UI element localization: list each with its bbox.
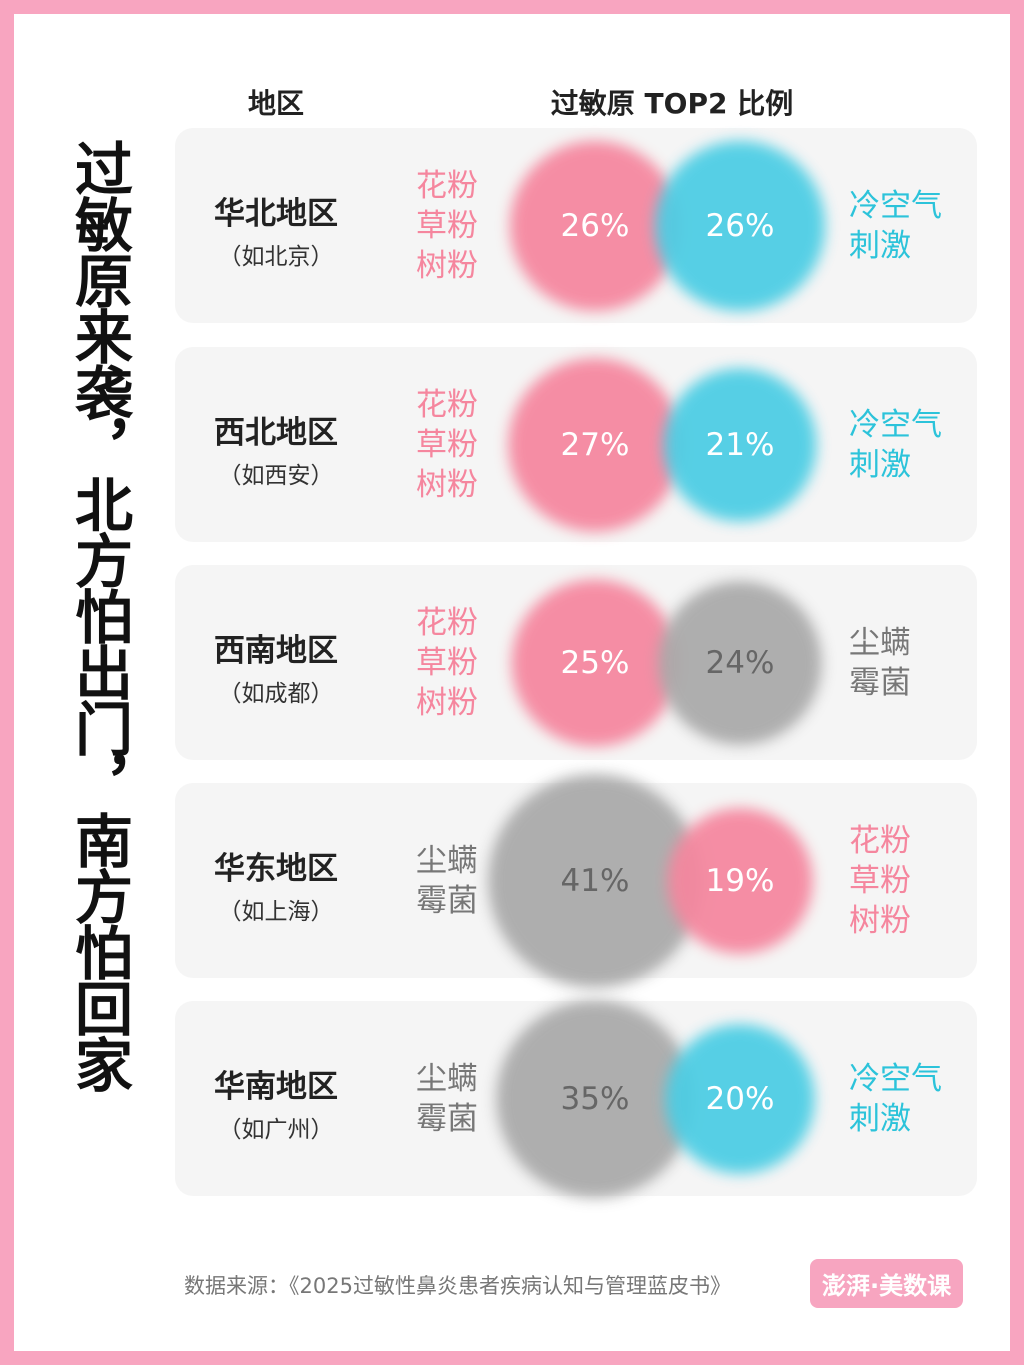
allergen-label: 草粉 [416,427,478,463]
allergen-labels: 花粉 草粉 树粉 [412,385,482,505]
allergen-label: 刺激 [849,447,911,483]
bubble [665,1024,815,1174]
region-example: （如上海） [218,899,334,925]
source: 数据来源：《2025过敏性鼻炎患者疾病认知与管理蓝皮书》 [184,1274,731,1298]
title: 过敏原来袭，北方怕出门，南方怕回家 [65,139,133,1091]
allergen-label: 刺激 [849,1101,911,1137]
allergen-label: 树粉 [416,685,478,721]
region: 西北地区 （如西安） [176,407,376,490]
region-example: （如北京） [218,244,334,270]
bubble [511,579,679,747]
bubble [667,808,813,954]
allergen-label: 树粉 [849,903,911,939]
region-name: 华东地区 [214,851,338,887]
bubble [509,140,681,312]
allergen-label: 霉菌 [849,665,911,701]
allergen-label: 花粉 [416,605,478,641]
region-example: （如西安） [218,463,334,489]
bubble [496,1000,694,1198]
allergen-label: 草粉 [416,645,478,681]
value-label: 21% [705,427,775,463]
region: 华南地区 （如广州） [176,1061,376,1144]
bubble [488,774,702,988]
bubble [658,581,822,745]
allergen-labels: 尘螨 霉菌 [412,1059,482,1139]
bubble [508,358,682,532]
allergen-label: 草粉 [849,863,911,899]
allergen-labels: 花粉 草粉 树粉 [412,166,482,286]
value-label: 24% [705,645,775,681]
allergen-labels: 尘螨 霉菌 [849,623,959,703]
allergen-labels: 冷空气 刺激 [849,1059,959,1139]
value-label: 26% [705,208,775,244]
allergen-label: 冷空气 [849,407,942,443]
value-label: 20% [705,1081,775,1117]
value-label: 26% [560,208,630,244]
region: 西南地区 （如成都） [176,625,376,708]
region-name: 华南地区 [214,1069,338,1105]
value-label: 19% [705,863,775,899]
value-label: 25% [560,645,630,681]
header-region: 地区 [247,87,305,120]
allergen-label: 冷空气 [849,1061,942,1097]
allergen-labels: 尘螨 霉菌 [412,841,482,921]
region-name: 华北地区 [214,196,338,232]
allergen-label: 尘螨 [416,1061,478,1097]
value-label: 41% [560,863,630,899]
allergen-label: 草粉 [416,208,478,244]
region-name: 西南地区 [214,633,338,669]
allergen-labels: 花粉 草粉 树粉 [849,821,959,941]
allergen-labels: 冷空气 刺激 [849,186,959,266]
bubble [654,140,826,312]
allergen-label: 树粉 [416,248,478,284]
allergen-labels: 冷空气 刺激 [849,405,959,485]
bubbles [488,140,826,1198]
allergen-label: 冷空气 [849,188,942,224]
allergen-label: 树粉 [416,467,478,503]
allergen-labels: 花粉 草粉 树粉 [412,603,482,723]
header-ratio: 过敏原 TOP2 比例 [550,87,794,120]
allergen-label: 霉菌 [416,1101,478,1137]
allergen-label: 霉菌 [416,883,478,919]
allergen-label: 刺激 [849,228,911,264]
bubble [663,368,817,522]
logo: 澎湃·美数课 [810,1259,964,1308]
allergen-label: 尘螨 [849,625,911,661]
allergen-label: 花粉 [416,168,478,204]
region-example: （如广州） [218,1117,334,1143]
region-example: （如成都） [218,681,334,707]
value-label: 35% [560,1081,630,1117]
allergen-label: 花粉 [416,387,478,423]
region: 华东地区 （如上海） [176,843,376,926]
region: 华北地区 （如北京） [176,188,376,271]
allergen-label: 尘螨 [416,843,478,879]
region-name: 西北地区 [214,415,338,451]
allergen-label: 花粉 [849,823,911,859]
value-label: 27% [560,427,630,463]
